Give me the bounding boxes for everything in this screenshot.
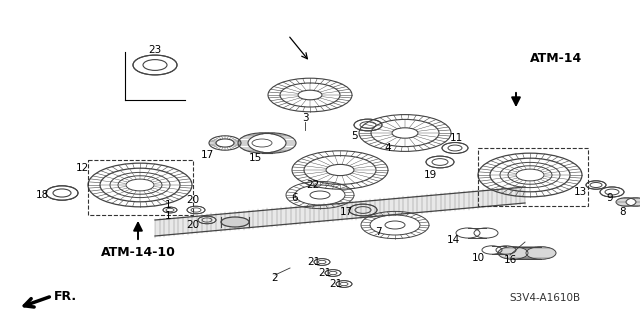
Text: 10: 10	[472, 253, 484, 263]
Bar	[478, 148, 588, 206]
Text: 21: 21	[330, 279, 342, 289]
Text: 8: 8	[620, 207, 627, 217]
Text: 6: 6	[292, 193, 298, 203]
Text: 21: 21	[307, 257, 321, 267]
Text: 12: 12	[76, 163, 88, 173]
Ellipse shape	[221, 217, 249, 227]
Text: 22: 22	[307, 180, 319, 190]
Text: 17: 17	[339, 207, 353, 217]
Text: 5: 5	[351, 131, 357, 141]
Text: ATM-14: ATM-14	[530, 51, 582, 64]
Text: 18: 18	[35, 190, 49, 200]
Text: 3: 3	[301, 113, 308, 123]
Text: 4: 4	[385, 143, 391, 153]
Text: 20: 20	[186, 220, 200, 230]
Text: 15: 15	[248, 153, 262, 163]
Text: ATM-14-10: ATM-14-10	[100, 246, 175, 258]
Text: 23: 23	[148, 45, 162, 55]
Bar	[88, 160, 193, 215]
Text: 21: 21	[318, 268, 332, 278]
Text: 11: 11	[449, 133, 463, 143]
Text: 19: 19	[424, 170, 436, 180]
Polygon shape	[155, 187, 525, 236]
Text: 7: 7	[374, 227, 381, 237]
Text: 1: 1	[164, 200, 172, 210]
Text: 1: 1	[164, 211, 172, 221]
Text: 13: 13	[573, 187, 587, 197]
Text: 14: 14	[446, 235, 460, 245]
Text: 9: 9	[607, 193, 613, 203]
Text: 16: 16	[504, 255, 516, 265]
Text: 2: 2	[272, 273, 278, 283]
Text: 17: 17	[200, 150, 214, 160]
Text: 20: 20	[186, 195, 200, 205]
Text: S3V4-A1610B: S3V4-A1610B	[509, 293, 580, 303]
Text: FR.: FR.	[54, 290, 77, 302]
